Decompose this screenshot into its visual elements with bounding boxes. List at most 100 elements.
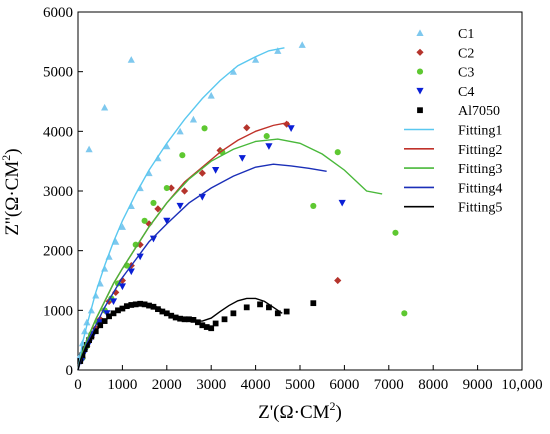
data-point-al7050 xyxy=(203,324,210,330)
data-point-c1 xyxy=(274,47,282,54)
legend-swatch xyxy=(416,48,424,56)
data-point-c1 xyxy=(118,223,126,230)
data-point-c4 xyxy=(338,199,346,207)
data-point-c1 xyxy=(298,41,306,48)
x-tick-label: 9000 xyxy=(463,377,493,393)
data-point-c1 xyxy=(101,103,109,111)
legend-label: C1 xyxy=(458,27,474,42)
data-point-al7050 xyxy=(172,314,179,321)
legend-label: C4 xyxy=(458,85,474,100)
data-point-c2 xyxy=(105,297,113,305)
legend-label: Fitting4 xyxy=(458,181,502,196)
data-point-c1 xyxy=(85,145,93,153)
data-point-c1 xyxy=(229,68,237,75)
data-point-al7050 xyxy=(119,305,126,312)
data-point-c1 xyxy=(127,56,135,63)
data-point-al7050 xyxy=(257,301,263,308)
x-tick-label: 6000 xyxy=(329,377,359,393)
data-point-c1 xyxy=(189,115,198,123)
y-axis-title: Z''(Ω·CM2) xyxy=(0,148,23,235)
legend-label: C3 xyxy=(458,66,474,81)
legend-swatch xyxy=(417,107,423,114)
plot-area xyxy=(77,11,523,371)
data-point-al7050 xyxy=(274,310,281,317)
data-point-c4 xyxy=(109,298,118,305)
data-point-c3 xyxy=(263,133,270,140)
data-point-al7050 xyxy=(168,312,175,319)
data-point-c4 xyxy=(238,155,246,162)
data-point-c3 xyxy=(141,217,148,224)
data-point-c3 xyxy=(201,125,208,132)
x-axis-title: Z'(Ω·CM2) xyxy=(258,399,342,423)
data-point-c2 xyxy=(334,276,342,285)
data-point-al7050 xyxy=(159,308,166,315)
data-point-al7050 xyxy=(208,325,215,332)
data-point-c3 xyxy=(310,202,317,209)
data-point-al7050 xyxy=(221,316,228,323)
y-tick-label: 2000 xyxy=(43,244,73,260)
legend-label: Fitting1 xyxy=(458,124,502,139)
legend-label: C2 xyxy=(458,46,474,61)
legend-label: Al7050 xyxy=(458,104,500,119)
legend-swatch xyxy=(416,29,424,37)
data-point-c4 xyxy=(163,217,171,225)
data-point-al7050 xyxy=(243,304,250,311)
y-tick-label: 3000 xyxy=(43,184,73,200)
x-tick-label: 4000 xyxy=(241,377,271,393)
data-point-al7050 xyxy=(230,310,237,317)
data-point-al7050 xyxy=(88,333,95,340)
data-point-c1 xyxy=(112,238,120,245)
y-tick-label: 6000 xyxy=(43,5,73,21)
data-point-c1 xyxy=(83,318,91,326)
data-point-c2 xyxy=(180,187,189,195)
legend: C1 C2 C3 C4 Al7050 Fitting1 Fitting2 Fitting3 Fi… xyxy=(404,27,502,216)
data-point-c1 xyxy=(163,142,171,150)
x-tick-label: 2000 xyxy=(152,377,182,393)
data-point-al7050 xyxy=(195,319,201,326)
x-tick-label: 10,000 xyxy=(501,377,542,393)
data-point-al7050 xyxy=(163,310,170,317)
data-point-c4 xyxy=(149,235,158,243)
data-point-c4 xyxy=(176,202,184,210)
series-line-fitting3 xyxy=(77,138,383,371)
data-point-c4 xyxy=(118,283,126,291)
axis-ticks: 0 1000 2000 3000 4000 5000 6000 7000 8000 9000 10,… xyxy=(43,5,543,393)
data-point-c4 xyxy=(265,143,273,150)
data-point-c2 xyxy=(198,169,206,177)
data-point-al7050 xyxy=(190,317,197,323)
data-point-al7050 xyxy=(150,303,157,310)
data-point-c3 xyxy=(334,149,341,156)
y-tick-label: 4000 xyxy=(43,124,73,140)
series-line-fitting1 xyxy=(77,47,285,371)
data-point-c1 xyxy=(176,127,184,135)
data-point-al7050 xyxy=(177,315,183,322)
data-point-al7050 xyxy=(155,306,161,313)
legend-label: Fitting2 xyxy=(458,143,502,158)
legend-swatch xyxy=(416,87,424,95)
x-tick-label: 0 xyxy=(74,377,82,393)
legend-swatch xyxy=(416,68,424,75)
data-point-c2 xyxy=(243,124,251,132)
y-tick-label: 5000 xyxy=(43,65,73,81)
data-point-al7050 xyxy=(199,322,206,329)
y-tick-label: 0 xyxy=(66,363,74,379)
data-point-al7050 xyxy=(186,316,192,323)
data-point-c1 xyxy=(207,91,215,99)
data-point-c4 xyxy=(127,268,135,276)
series-line-fitting4 xyxy=(77,163,327,371)
data-point-c3 xyxy=(150,199,157,206)
series-fitting3 xyxy=(77,138,383,371)
legend-label: Fitting5 xyxy=(458,201,502,216)
data-point-c3 xyxy=(392,229,399,236)
data-point-al7050 xyxy=(310,300,317,307)
data-point-al7050 xyxy=(283,308,290,315)
series-fitting1 xyxy=(77,47,285,371)
data-point-al7050 xyxy=(212,320,219,327)
data-point-al7050 xyxy=(266,304,272,311)
series-fitting5 xyxy=(77,297,283,371)
legend-label: Fitting3 xyxy=(458,162,502,177)
x-tick-label: 1000 xyxy=(107,377,137,393)
series-line-fitting5 xyxy=(77,297,283,371)
data-point-c4 xyxy=(212,167,220,174)
